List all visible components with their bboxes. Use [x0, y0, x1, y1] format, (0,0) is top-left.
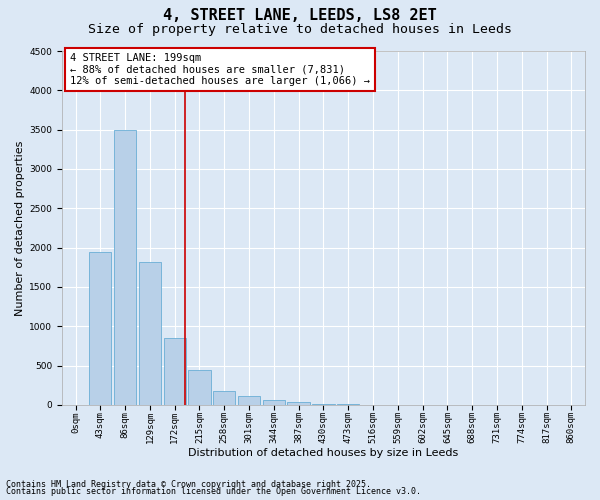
Text: Size of property relative to detached houses in Leeds: Size of property relative to detached ho… [88, 22, 512, 36]
Text: 4 STREET LANE: 199sqm
← 88% of detached houses are smaller (7,831)
12% of semi-d: 4 STREET LANE: 199sqm ← 88% of detached … [70, 53, 370, 86]
Text: 4, STREET LANE, LEEDS, LS8 2ET: 4, STREET LANE, LEEDS, LS8 2ET [163, 8, 437, 22]
Bar [139, 262, 161, 405]
Text: Contains public sector information licensed under the Open Government Licence v3: Contains public sector information licen… [6, 487, 421, 496]
Bar [164, 338, 186, 405]
Bar [89, 252, 112, 405]
Bar [114, 130, 136, 405]
Bar [188, 370, 211, 405]
X-axis label: Distribution of detached houses by size in Leeds: Distribution of detached houses by size … [188, 448, 458, 458]
Bar [263, 400, 285, 405]
Bar [287, 402, 310, 405]
Bar [312, 404, 335, 405]
Text: Contains HM Land Registry data © Crown copyright and database right 2025.: Contains HM Land Registry data © Crown c… [6, 480, 371, 489]
Bar [238, 396, 260, 405]
Bar [213, 391, 235, 405]
Y-axis label: Number of detached properties: Number of detached properties [15, 140, 25, 316]
